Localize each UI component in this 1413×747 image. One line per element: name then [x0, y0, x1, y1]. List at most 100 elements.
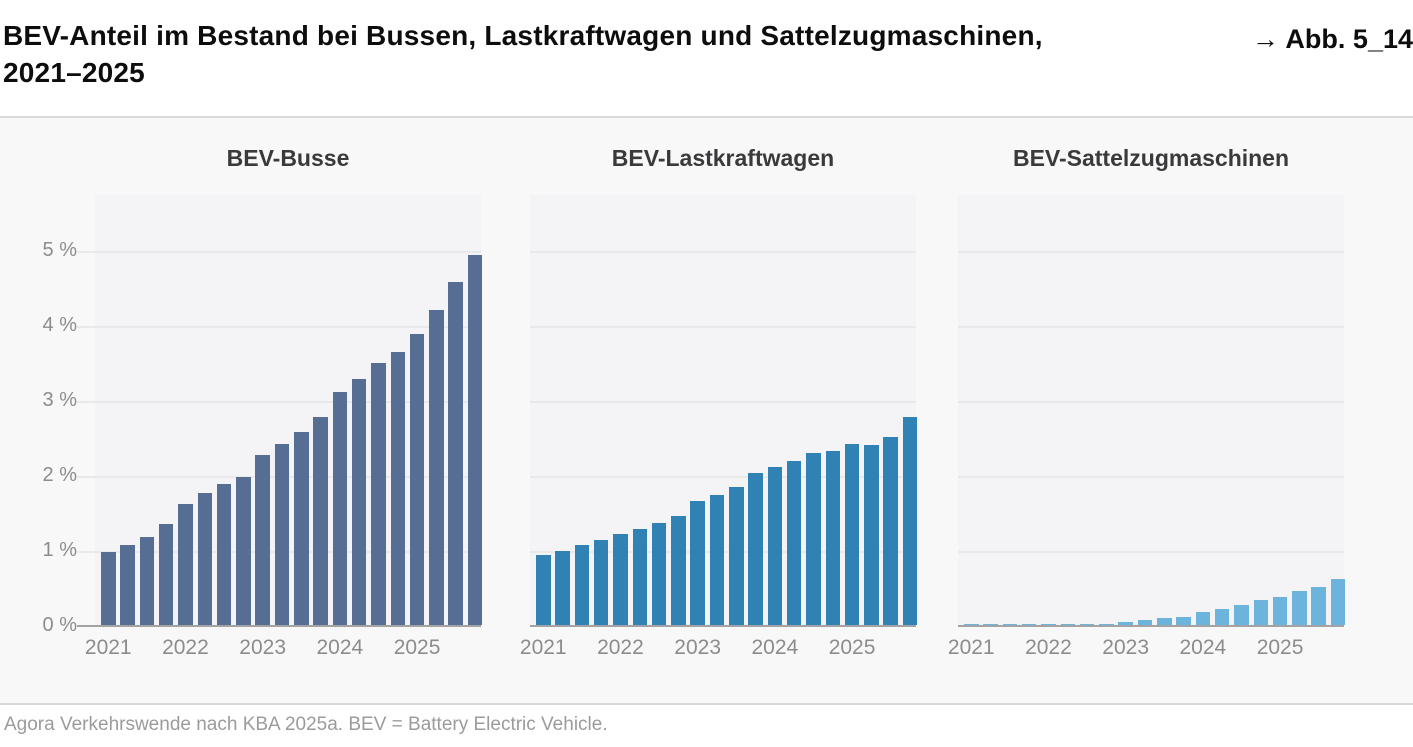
gridline-5pct [530, 251, 916, 253]
bar [1292, 591, 1307, 625]
x-tick-label: 2024 [316, 636, 364, 659]
plot-area-2: 2021 2022 2023 2024 2025 [520, 195, 918, 659]
x-tick-label: 2022 [1025, 636, 1072, 659]
bar [139, 537, 155, 625]
gridline-2pct [958, 476, 1344, 478]
gridline-4pct [530, 326, 916, 328]
bar [178, 504, 193, 625]
bar [1060, 624, 1075, 625]
x-axis-line [958, 625, 1344, 627]
bar [729, 487, 744, 625]
bar [1195, 612, 1211, 625]
bar [1021, 624, 1037, 625]
bar [767, 466, 783, 625]
gridline-5pct [958, 251, 1344, 253]
bar [709, 495, 725, 625]
x-axis-line [530, 625, 916, 627]
bar [313, 417, 328, 625]
bar [593, 540, 609, 625]
gridline-2pct [530, 476, 916, 478]
gridline-1pct [958, 551, 1344, 553]
y-tick-label: 5 % [42, 239, 77, 261]
chart-title-1: BEV-Busse [226, 145, 350, 171]
bar [371, 362, 386, 625]
bar [1214, 608, 1230, 625]
bar [748, 472, 763, 625]
bar [690, 501, 705, 625]
bar [1041, 624, 1056, 625]
bar [536, 554, 551, 625]
bar [555, 550, 570, 625]
x-tick-label: 2024 [751, 636, 799, 659]
bar [197, 493, 212, 625]
bar [1272, 596, 1288, 625]
bar [1330, 578, 1346, 625]
bar [883, 436, 898, 625]
y-tick-label: 0 % [42, 614, 77, 636]
y-tick-label: 1 % [42, 539, 77, 561]
x-tick-label: 2021 [84, 636, 132, 659]
bar [294, 431, 309, 625]
bar [101, 552, 116, 625]
bar [806, 453, 821, 625]
figure-title: BEV-Anteil im Bestand bei Bussen, Lastkr… [3, 17, 1043, 91]
y-tick-label: 4 % [42, 314, 77, 336]
x-tick-label: 2023 [674, 636, 721, 659]
bar [574, 544, 590, 625]
bar [1002, 624, 1018, 625]
bar [216, 484, 232, 625]
bar [1157, 618, 1172, 625]
x-tick-label: 2023 [1102, 636, 1149, 659]
gridline-5pct [77, 251, 481, 253]
bar [983, 624, 998, 625]
y-tick-label: 2 % [42, 464, 77, 486]
charts-area: BEV-Busse 2021 2022 2023 2024 2025 BEV-Lastkra… [0, 118, 1413, 703]
bar [825, 451, 840, 625]
bar [120, 544, 135, 625]
x-axis-line [77, 625, 481, 627]
bar [1079, 623, 1095, 625]
gridline-3pct [530, 401, 916, 403]
bar [351, 379, 367, 625]
plot-area-3: 2021 2022 2023 2024 2025 [948, 195, 1346, 659]
x-tick-label: 2021 [947, 636, 995, 659]
bar [274, 443, 290, 625]
figure-title-line1: BEV-Anteil im Bestand bei Bussen, Lastkr… [3, 20, 1043, 51]
bar [1137, 619, 1153, 625]
bar [236, 476, 251, 625]
bar [844, 444, 860, 625]
y-tick-label: 3 % [42, 389, 77, 411]
bar [448, 281, 463, 625]
bar [864, 445, 879, 625]
x-tick-label: 2025 [828, 636, 876, 659]
chart-title-3: BEV-Sattelzugmaschinen [1012, 145, 1290, 171]
bar [158, 523, 174, 625]
bar [1099, 623, 1114, 625]
footer-divider [0, 703, 1413, 705]
bar [902, 417, 918, 625]
x-tick-label: 2025 [393, 636, 441, 659]
bar [1311, 586, 1326, 625]
x-tick-label: 2021 [519, 636, 567, 659]
x-tick-label: 2022 [162, 636, 209, 659]
figure-title-line2: 2021–2025 [3, 57, 145, 88]
bar [964, 624, 979, 625]
gridline-4pct [77, 326, 481, 328]
bar [651, 523, 667, 625]
gridline-3pct [958, 401, 1344, 403]
bar [429, 310, 444, 625]
x-tick-label: 2024 [1179, 636, 1227, 659]
bar [1118, 622, 1133, 625]
bar [255, 454, 270, 625]
bar [390, 352, 405, 625]
figure-header: BEV-Anteil im Bestand bei Bussen, Lastkr… [0, 0, 1413, 117]
plot-area-1: 2021 2022 2023 2024 2025 [77, 195, 483, 659]
x-tick-label: 2025 [1256, 636, 1304, 659]
bar [332, 391, 348, 625]
source-note: Agora Verkehrswende nach KBA 2025a. BEV … [4, 714, 608, 735]
bar [409, 334, 425, 625]
gridline-3pct [77, 401, 481, 403]
bar [1176, 616, 1191, 625]
bar [613, 533, 628, 625]
